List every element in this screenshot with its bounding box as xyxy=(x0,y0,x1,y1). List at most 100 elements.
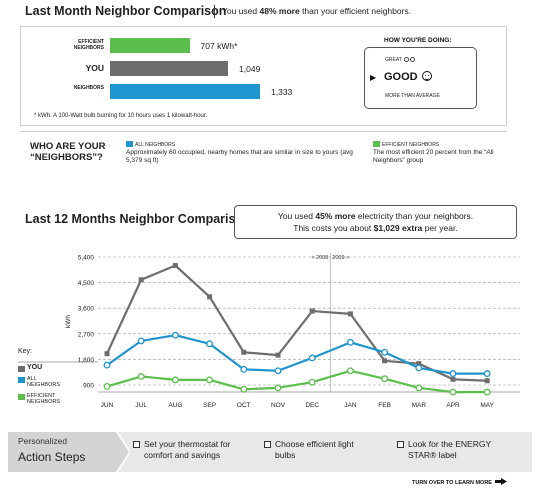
data-point xyxy=(241,349,247,355)
twelve-month-title: Last 12 Months Neighbor Comparison xyxy=(25,212,251,226)
data-point xyxy=(240,365,248,373)
bar-value-label: 1,049 xyxy=(239,64,261,74)
data-point xyxy=(274,367,282,375)
x-tick-label: JUL xyxy=(135,402,147,409)
turn-over-link[interactable]: TURN OVER TO LEARN MORE xyxy=(412,478,507,486)
data-point xyxy=(484,378,490,384)
y-tick-label: 5,400 xyxy=(78,255,95,262)
bar xyxy=(110,38,190,53)
data-point xyxy=(415,364,423,372)
chart-key-title: Key: xyxy=(18,348,33,355)
key-you-label: YOU xyxy=(27,364,43,371)
arrow-right-icon xyxy=(494,478,507,485)
bar xyxy=(110,61,229,76)
data-point xyxy=(381,375,389,383)
data-point xyxy=(346,338,354,346)
smiley-icon xyxy=(421,71,432,81)
series-line-efficient-neighbors xyxy=(106,369,488,394)
smiley-icon xyxy=(410,57,416,63)
data-point xyxy=(207,294,213,300)
checkbox-icon[interactable] xyxy=(133,440,140,448)
data-point xyxy=(240,385,248,393)
x-tick-label: OCT xyxy=(237,402,251,409)
key-you-swatch xyxy=(18,366,25,372)
x-tick-label: MAR xyxy=(412,402,427,409)
data-point xyxy=(347,311,353,317)
more-than-average-rating: MORE THAN AVERAGE xyxy=(385,93,440,99)
title-divider xyxy=(214,5,215,18)
bar xyxy=(110,84,260,99)
last-month-title: Last Month Neighbor Comparison xyxy=(25,4,227,18)
data-point xyxy=(103,361,111,369)
smiley-icon xyxy=(404,57,410,63)
year-label-2008: < 2008 xyxy=(311,255,328,261)
y-tick-label: 900 xyxy=(83,383,94,390)
key-all-label: ALL NEIGHBORS xyxy=(27,376,61,388)
action-step-energy-star[interactable]: Look for the ENERGY STAR® label xyxy=(397,439,491,460)
who-are-neighbors-heading: WHO ARE YOUR “NEIGHBORS”? xyxy=(30,141,106,163)
key-efficient-label: EFFICIENT NEIGHBORS xyxy=(27,393,61,405)
year-label-2009: 2009 > xyxy=(332,255,349,261)
y-tick-label: 2,700 xyxy=(78,331,95,338)
x-tick-label: MAY xyxy=(480,402,494,409)
x-tick-label: NOV xyxy=(271,402,286,409)
efficient-neighbors-swatch xyxy=(373,141,380,147)
data-point xyxy=(275,352,281,358)
current-rating-arrow-icon: ▶ xyxy=(370,73,377,82)
good-rating: GOOD xyxy=(384,71,432,83)
data-point xyxy=(171,331,179,339)
x-tick-label: JAN xyxy=(344,402,357,409)
data-point xyxy=(103,382,111,390)
bar-label: YOU xyxy=(85,63,104,73)
bar-label: NEIGHBORS xyxy=(73,85,104,91)
action-step-light-bulbs[interactable]: Choose efficient light bulbs xyxy=(264,439,354,460)
data-point xyxy=(449,370,457,378)
data-point xyxy=(137,373,145,380)
checkbox-icon[interactable] xyxy=(264,440,271,448)
x-tick-label: JUN xyxy=(101,402,114,409)
y-tick-label: 3,600 xyxy=(78,306,95,313)
checkbox-icon[interactable] xyxy=(397,440,404,448)
data-point xyxy=(308,354,316,362)
x-tick-label: AUG xyxy=(168,402,182,409)
data-point xyxy=(449,388,457,396)
section-divider xyxy=(20,131,507,132)
data-point xyxy=(308,378,316,386)
data-point xyxy=(483,370,491,378)
data-point xyxy=(138,277,144,283)
key-all-swatch xyxy=(18,377,25,383)
key-efficient-swatch xyxy=(18,394,25,400)
y-axis-label: kWh xyxy=(65,315,72,328)
data-point xyxy=(137,337,145,345)
data-point xyxy=(309,308,315,314)
twelve-month-line-chart: 900 1,800 2,700 3,600 4,500 5,400 kWh < 2008 200… xyxy=(18,253,520,409)
how-doing-box: GREAT ▶ GOOD MORE THAN AVERAGE xyxy=(364,47,477,109)
data-point xyxy=(450,376,456,382)
action-steps-label-top: Personalized xyxy=(18,436,68,446)
data-point xyxy=(172,263,178,269)
data-point xyxy=(206,340,214,348)
action-steps-chevron xyxy=(8,432,130,472)
data-point xyxy=(416,361,422,367)
y-tick-label: 4,500 xyxy=(78,280,95,287)
x-tick-label: FEB xyxy=(378,402,391,409)
data-point xyxy=(274,384,282,392)
data-point xyxy=(483,388,491,396)
x-tick-label: SEP xyxy=(203,402,216,409)
last-month-panel xyxy=(20,26,507,126)
all-neighbors-legend: ALL NEIGHBORS xyxy=(126,141,175,148)
data-point xyxy=(206,376,214,384)
bar-value-label: 1,333 xyxy=(271,87,293,97)
action-step-thermostat[interactable]: Set your thermostat for comfort and savin… xyxy=(133,439,230,460)
kwh-footnote: * kWh: A 100-Watt bulb burning for 10 ho… xyxy=(34,113,208,119)
data-point xyxy=(415,384,423,392)
data-point xyxy=(381,348,389,356)
y-tick-label: 1,800 xyxy=(78,357,95,364)
efficient-neighbors-description: The most efficient 20 percent from the “… xyxy=(373,149,494,164)
series-line-you xyxy=(106,264,488,382)
series-line-all-neighbors xyxy=(106,334,488,375)
twelve-month-callout: You used 45% more electricity than your … xyxy=(234,205,517,239)
data-point xyxy=(104,351,110,357)
last-month-summary: You used 48% more than your efficient ne… xyxy=(222,6,412,16)
action-steps-label: Action Steps xyxy=(18,450,86,464)
